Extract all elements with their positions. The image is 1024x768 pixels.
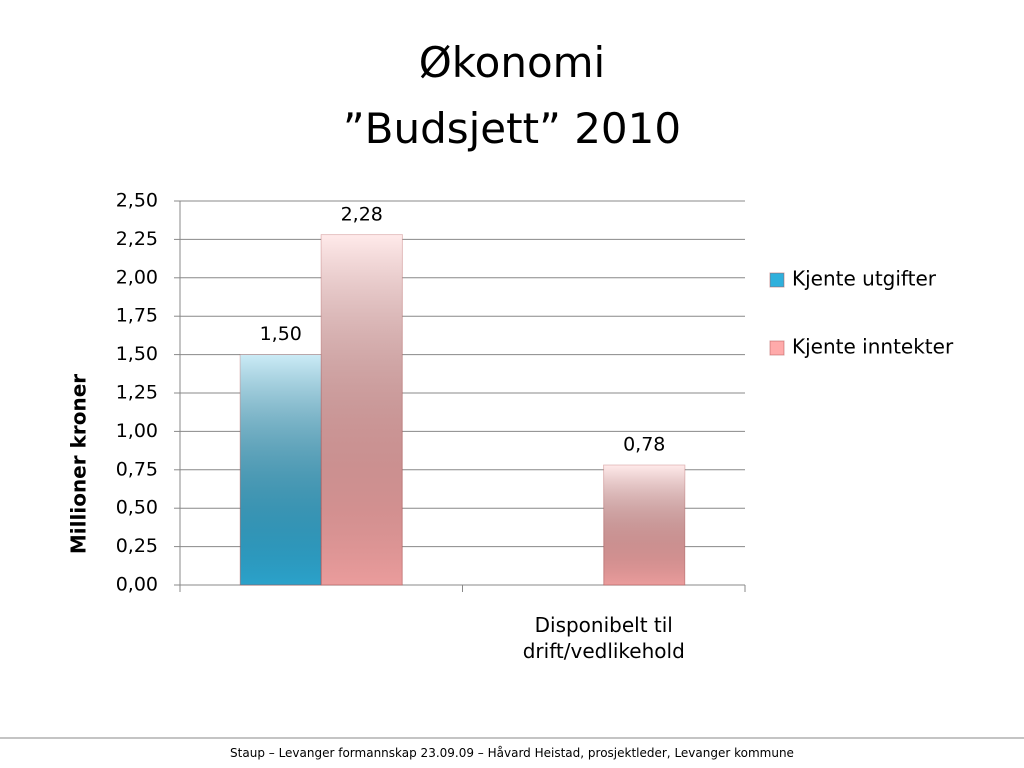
footer: Staup – Levanger formannskap 23.09.09 – … <box>230 746 794 760</box>
y-tick-label: 2,50 <box>116 190 158 212</box>
value-label: 2,28 <box>341 203 383 225</box>
x-tick-label: Disponibelt til drift/vedlikehold <box>522 613 685 663</box>
subtitle: ”Budsjett” 2010 <box>342 104 682 153</box>
legend-label: Kjente inntekter <box>792 335 954 359</box>
y-tick-label: 2,25 <box>116 228 158 250</box>
legend-swatch <box>769 272 785 288</box>
value-label: 0,78 <box>623 434 665 456</box>
y-tick-label: 1,00 <box>116 420 158 442</box>
y-tick-label: 0,50 <box>116 497 158 519</box>
y-tick-label: 1,25 <box>116 382 158 404</box>
value-label: 1,50 <box>260 323 302 345</box>
y-tick-label: 0,25 <box>116 535 158 557</box>
y-tick-label: 1,75 <box>116 305 158 327</box>
bar-shade <box>321 234 403 586</box>
title: Økonomi <box>418 38 606 87</box>
y-tick-label: 0,75 <box>116 458 158 480</box>
bar-shade <box>240 354 322 585</box>
y-tick-label: 2,00 <box>116 266 158 288</box>
y-tick-label: 0,00 <box>116 574 158 596</box>
bar-shade <box>603 465 685 585</box>
legend-swatch <box>769 340 785 356</box>
legend-label: Kjente utgifter <box>792 267 937 291</box>
y-tick-label: 1,50 <box>116 343 158 365</box>
y-axis-label: Millioner kroner <box>67 374 91 554</box>
